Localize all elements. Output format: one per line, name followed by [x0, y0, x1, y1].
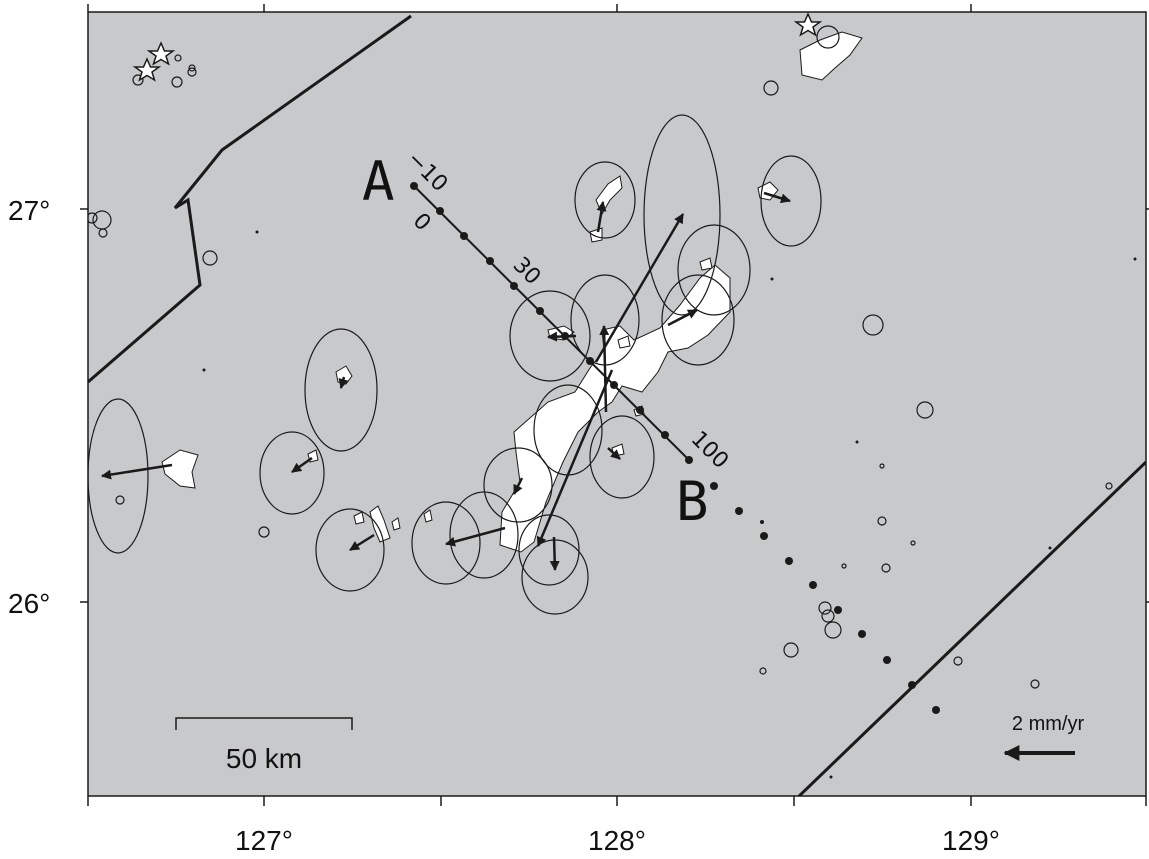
tokashiki-island: [369, 505, 391, 543]
plate-boundary-west: [88, 14, 412, 384]
profile-end-label: B: [676, 470, 709, 533]
lon-tick-129: 129°: [942, 825, 1000, 856]
scale-bar: 50 km: [175, 717, 353, 774]
tokunoshima: [799, 31, 863, 81]
scale-bar-label: 50 km: [226, 743, 302, 774]
velocity-legend-label: 2 mm/yr: [1012, 713, 1085, 735]
velocity-legend: 2 mm/yr: [1003, 713, 1085, 761]
plate-boundary-east: [796, 460, 1146, 796]
axis-ticks: [80, 4, 1149, 806]
velocity-vectors: [101, 191, 791, 571]
star-markers: [132, 12, 823, 82]
lon-tick-128: 128°: [588, 825, 646, 856]
kume-island: [161, 449, 199, 489]
kouri-island: [617, 335, 631, 349]
filled-earthquake-markers: [202, 230, 1137, 779]
open-earthquake-markers: [88, 25, 1113, 689]
error-ellipses: [88, 114, 822, 615]
kerama-islet-1: [353, 511, 365, 525]
lat-tick-27: 27°: [8, 195, 50, 226]
map-frame: [87, 11, 1147, 797]
kerama-islet-2: [423, 509, 433, 523]
profile-line: [410, 182, 693, 464]
aguni-island: [391, 517, 401, 531]
yoron-island: [699, 257, 713, 271]
lon-tick-127: 127°: [235, 825, 293, 856]
profile-start-label: A: [362, 150, 395, 213]
lat-tick-26: 26°: [8, 588, 50, 619]
